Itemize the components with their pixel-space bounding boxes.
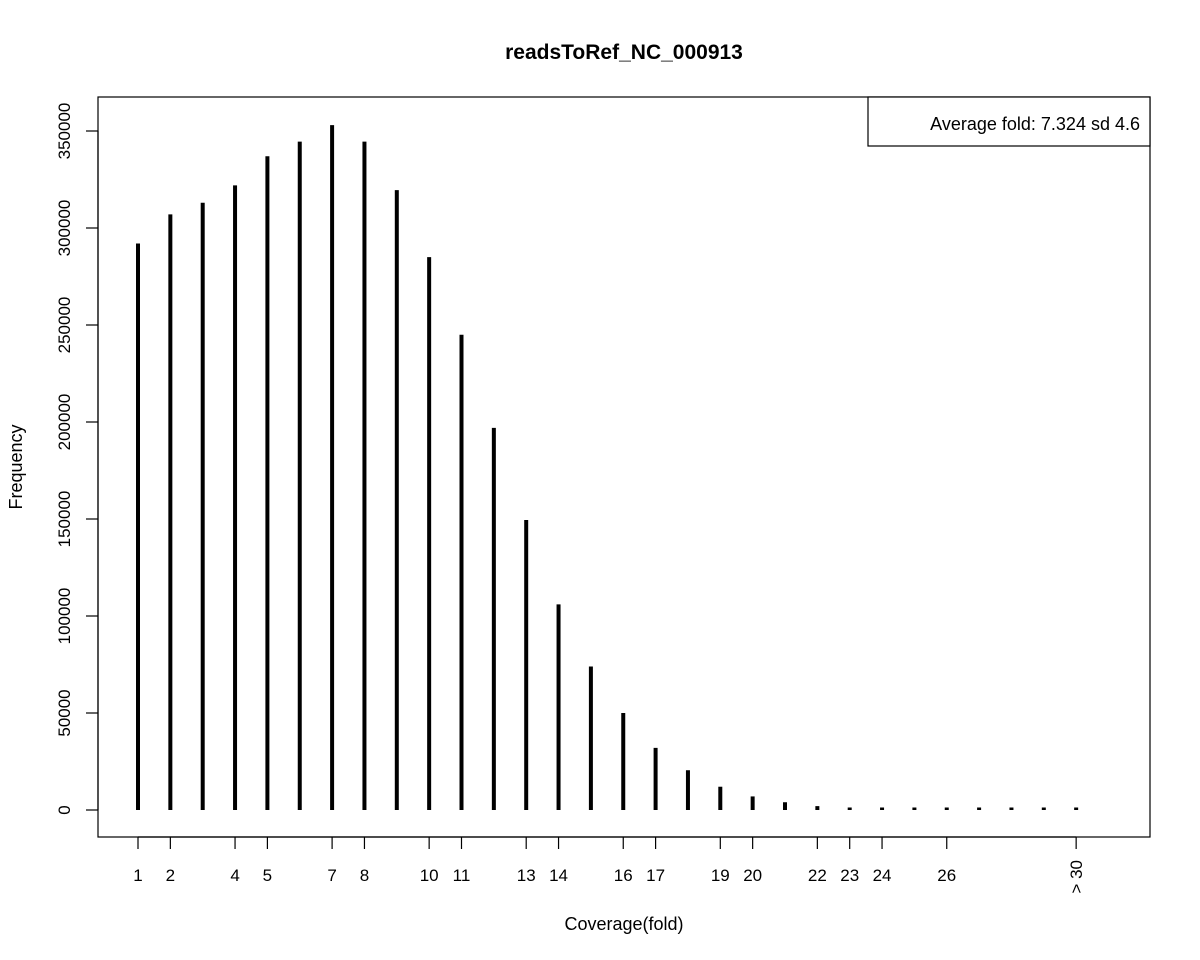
- bars: [136, 125, 1079, 810]
- x-tick-label: 23: [840, 866, 859, 885]
- legend-box: [867, 96, 1151, 147]
- x-tick-label: 8: [360, 866, 369, 885]
- x-axis-label: Coverage(fold): [564, 914, 683, 934]
- x-tick-label: 1: [133, 866, 142, 885]
- x-tick-label: 2: [166, 866, 175, 885]
- y-axis-label: Frequency: [6, 424, 26, 509]
- x-tick-label: 7: [327, 866, 336, 885]
- y-axis: 0 50000 100000 150000 200000 250000 300000 3500…: [55, 103, 99, 815]
- x-tick-label: 19: [711, 866, 730, 885]
- x-tick-label: > 30: [1067, 860, 1086, 894]
- y-tick-label: 350000: [55, 103, 74, 160]
- x-tick-label: 16: [614, 866, 633, 885]
- x-tick-label: 11: [453, 866, 471, 885]
- y-tick-label: 250000: [55, 297, 74, 354]
- x-tick-label: 4: [230, 866, 239, 885]
- x-tick-label: 10: [420, 866, 439, 885]
- y-tick-label: 200000: [55, 394, 74, 451]
- x-tick-label: 17: [646, 866, 665, 885]
- y-tick-label: 100000: [55, 588, 74, 645]
- x-tick-label: 20: [743, 866, 762, 885]
- x-tick-label: 22: [808, 866, 827, 885]
- x-axis: 1 2 4 5 7 8 10 11 13 14 16 17 19 20 22 23 24 26 > 30: [133, 836, 1086, 894]
- chart-title: readsToRef_NC_000913: [505, 41, 743, 64]
- legend-text: Average fold: 7.324 sd 4.6: [930, 114, 1140, 134]
- x-tick-label: 24: [873, 866, 892, 885]
- x-tick-label: 26: [937, 866, 956, 885]
- y-tick-label: 300000: [55, 200, 74, 257]
- y-tick-label: 150000: [55, 491, 74, 548]
- legend: Average fold: 7.324 sd 4.6: [867, 96, 1151, 147]
- x-tick-label: 13: [517, 866, 536, 885]
- y-tick-label: 0: [55, 805, 74, 814]
- y-tick-label: 50000: [55, 689, 74, 736]
- x-tick-label: 14: [549, 866, 568, 885]
- x-tick-label: 5: [263, 866, 272, 885]
